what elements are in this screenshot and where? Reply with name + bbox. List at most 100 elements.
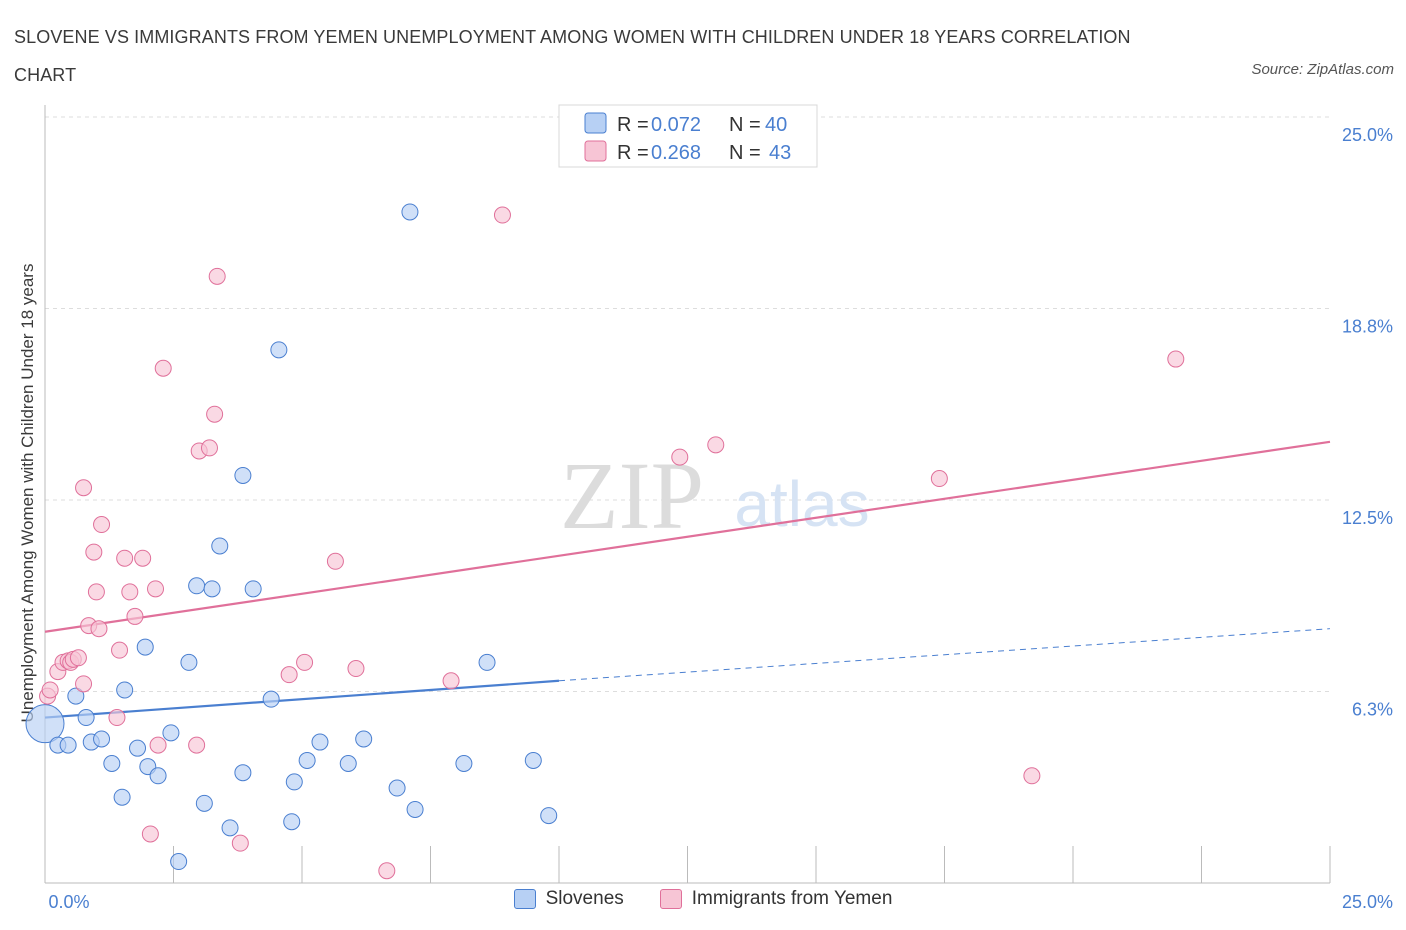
x-tick-labels: 0.0% 25.0% (48, 892, 1393, 912)
slovenes-swatch (513, 889, 536, 909)
slovene-point (540, 807, 558, 825)
source-label: Source: ZipAtlas.com (1251, 61, 1394, 78)
slovene-point (524, 751, 542, 769)
legend-r-value-1: 0.072 (651, 114, 701, 136)
slovene-point (262, 690, 280, 708)
trend-lines (44, 440, 1331, 719)
slovene-point (180, 653, 198, 671)
slovene-point (455, 755, 473, 773)
legend-r-value-2: 0.268 (651, 142, 701, 164)
yemen-point (206, 405, 224, 423)
yemen-point (930, 470, 948, 488)
yemen-point (41, 681, 59, 699)
yemen-point (134, 549, 152, 567)
y-tick-label: 25.0% (1342, 125, 1393, 145)
slovene-point (162, 724, 180, 742)
y-tick-label: 18.8% (1342, 317, 1393, 337)
slovene-point (285, 773, 303, 791)
yemen-point (1167, 350, 1185, 368)
yemen-point (126, 607, 144, 625)
yemen-point (280, 666, 298, 684)
slovene-point (77, 709, 95, 727)
slovene-point (311, 733, 329, 751)
slovene-point (188, 577, 206, 595)
slovene-point (129, 739, 147, 757)
x-tick-label-max: 25.0% (1342, 892, 1393, 912)
yemen-point (208, 267, 226, 285)
slovene-point (270, 341, 288, 359)
slovene-point (221, 819, 239, 837)
yemen-point (116, 549, 134, 567)
yemen-point (90, 620, 108, 638)
yemen-point (93, 516, 111, 534)
y-tick-labels: 25.0% 18.8% 12.5% 6.3% (1342, 125, 1393, 720)
slovene-point (195, 794, 213, 812)
slovene-point (67, 687, 85, 705)
yemen-point (141, 825, 159, 843)
y-tick-label: 12.5% (1342, 508, 1393, 528)
yemen-point (154, 359, 172, 377)
slovene-point (93, 730, 111, 748)
chart-title: SLOVENE VS IMMIGRANTS FROM YEMEN UNEMPLO… (14, 27, 1131, 85)
yemen-point (121, 583, 139, 601)
slovene-point (170, 853, 188, 871)
yemen-point (493, 206, 511, 224)
slovene-point (478, 653, 496, 671)
yemen-point (147, 580, 165, 598)
x-tick-label-min: 0.0% (48, 892, 89, 912)
yemen-point (707, 436, 725, 454)
yemen-point (85, 543, 103, 561)
legend-r-label-1: R = (617, 114, 649, 136)
slovene-point (339, 755, 357, 773)
yemen-point (149, 736, 167, 754)
slovene-point (401, 203, 419, 221)
grid (45, 116, 1330, 692)
watermark-atlas: atlas (734, 468, 869, 540)
slovene-point (244, 580, 262, 598)
series-legend: Slovenes Immigrants from Yemen (0, 888, 1406, 910)
trend-extension-0 (558, 628, 1331, 682)
yemen-point (108, 709, 126, 727)
yemen-point (188, 736, 206, 754)
yemen-point (347, 660, 365, 678)
legend-n-value-2: 43 (769, 142, 791, 164)
legend-n-value-1: 40 (765, 114, 787, 136)
legend-swatch-slovenes (584, 112, 607, 134)
trend-line-1 (44, 440, 1331, 633)
legend-n-label-2: N = (729, 142, 761, 164)
slovene-point (25, 704, 65, 744)
yemen-point (87, 583, 105, 601)
yemen-point (200, 439, 218, 457)
yemen-point (69, 649, 87, 667)
yemen-point (442, 672, 460, 690)
y-tick-label: 6.3% (1352, 700, 1393, 720)
yemen-point (1023, 767, 1041, 785)
slovene-point (203, 580, 221, 598)
slovene-point (355, 730, 373, 748)
slovene-point (298, 751, 316, 769)
data-points (25, 203, 1185, 880)
slovene-point (211, 537, 229, 555)
legend: R = 0.072 N = 40 R = 0.268 N = 43 (558, 104, 818, 168)
slovene-point (234, 466, 252, 484)
yemen-point (111, 641, 129, 659)
slovene-point (103, 755, 121, 773)
yemen-point (75, 479, 93, 497)
slovene-point (149, 767, 167, 785)
slovene-point (283, 813, 301, 831)
yemen-point (671, 448, 689, 466)
yemen-point (231, 834, 249, 852)
yemen-point (378, 862, 396, 880)
slovene-point (234, 764, 252, 782)
slovene-point (406, 800, 424, 818)
yemen-point (75, 675, 93, 693)
axes (44, 105, 1331, 884)
legend-n-label-1: N = (729, 114, 761, 136)
yemen-swatch (659, 889, 682, 909)
legend-swatch-yemen (584, 140, 607, 162)
legend-r-label-2: R = (617, 142, 649, 164)
slovene-point (136, 638, 154, 656)
slovene-point (113, 788, 131, 806)
slovene-point (59, 736, 77, 754)
